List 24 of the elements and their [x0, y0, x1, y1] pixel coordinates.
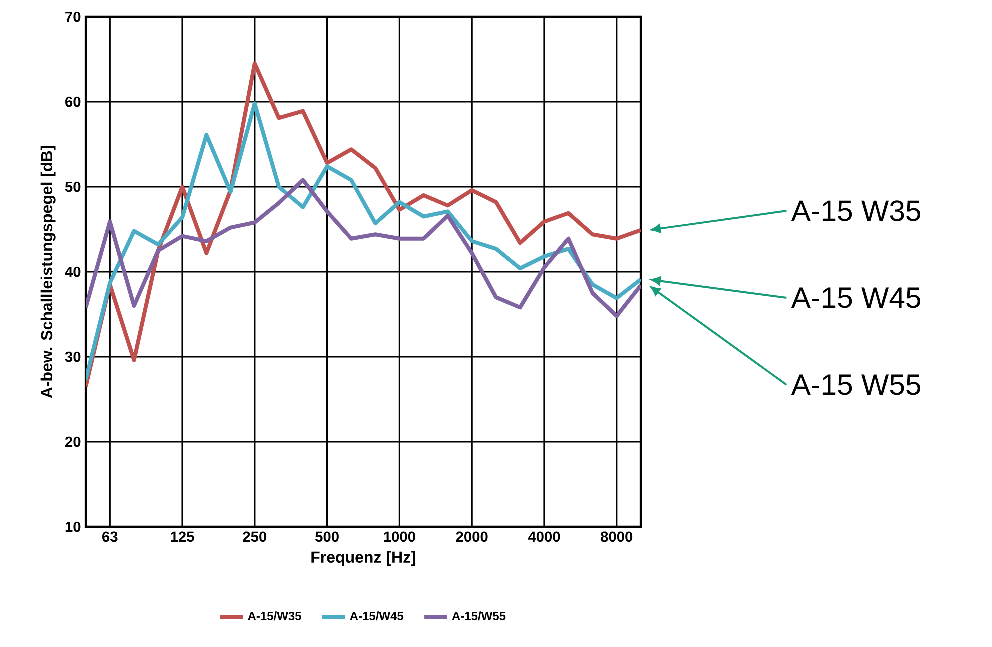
- x-tick-label: 1000: [384, 532, 416, 542]
- text: A-15 W35: [791, 200, 921, 222]
- legend-label: A-15/W55: [452, 612, 506, 621]
- y-tick-label: 70: [66, 12, 81, 22]
- text: A-15 W45: [791, 288, 921, 308]
- x-tick-label: 125: [171, 532, 194, 542]
- y-axis-title: A-bew. Schallleistungspegel [dB]: [40, 146, 56, 398]
- y-tick-label: 30: [65, 352, 81, 362]
- text: A-15 W55: [791, 374, 921, 396]
- x-tick-label: 500: [316, 532, 339, 542]
- line-series: [86, 178, 642, 318]
- x-tick-label: 4000: [528, 532, 560, 542]
- x-tick-label: 250: [243, 532, 267, 542]
- y-tick-label: 20: [65, 436, 81, 448]
- x-tick-label: 2000: [456, 532, 488, 542]
- y-tick-label: 10: [66, 522, 81, 532]
- x-tick-label: 63: [102, 532, 118, 542]
- x-axis-title: Frequenz [Hz]: [312, 551, 416, 566]
- y-tick-label: 50: [65, 182, 81, 192]
- legend-label: A-15/W45: [350, 612, 404, 621]
- x-tick-label: 8000: [601, 532, 633, 542]
- y-tick-label: 60: [66, 96, 81, 108]
- legend-label: A-15/W35: [248, 612, 302, 621]
- y-tick-label: 40: [65, 266, 81, 278]
